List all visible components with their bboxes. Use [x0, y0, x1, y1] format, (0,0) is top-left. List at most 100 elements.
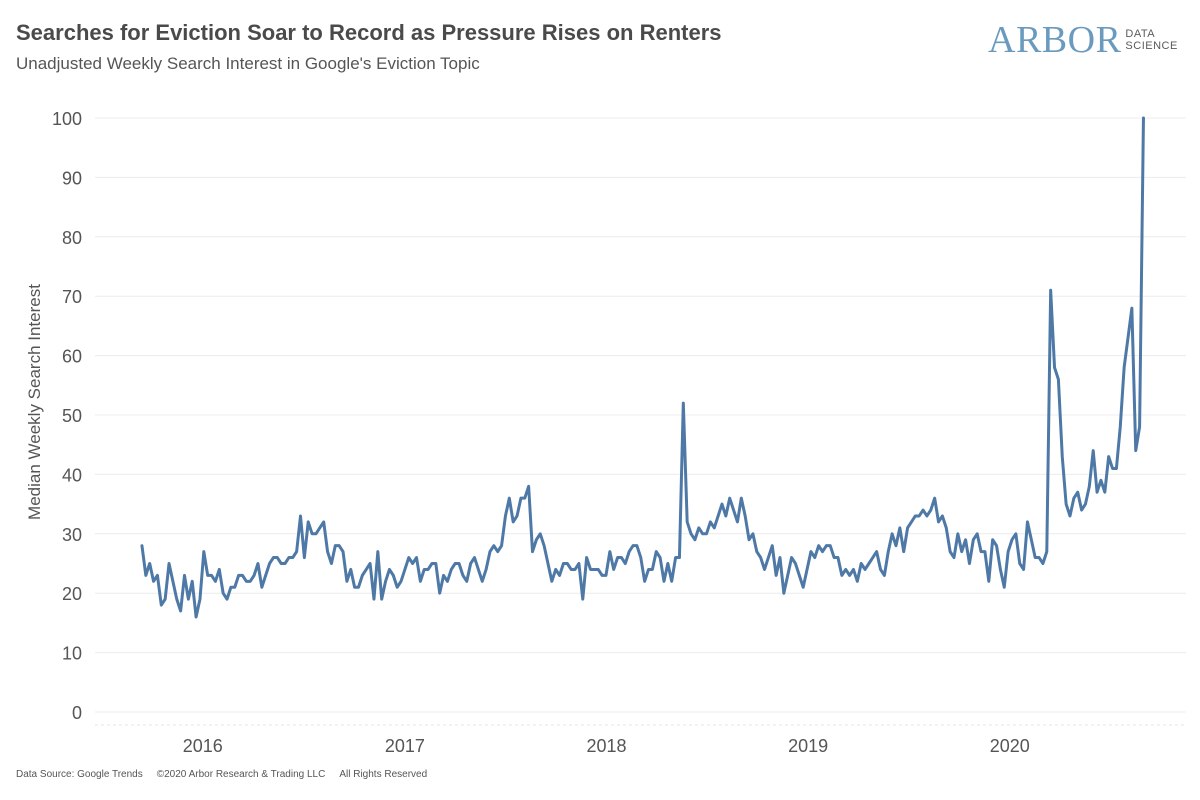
- data-point: [454, 562, 456, 565]
- data-point: [183, 574, 186, 577]
- data-point: [458, 562, 460, 565]
- data-point: [365, 568, 368, 571]
- data-point: [616, 556, 619, 559]
- data-point: [404, 568, 406, 571]
- data-point: [334, 544, 337, 547]
- data-point: [160, 604, 163, 606]
- data-point: [628, 550, 630, 553]
- logo-tagline-line2: SCIENCE: [1125, 40, 1178, 52]
- data-point: [926, 515, 928, 517]
- arbor-logo: ARBOR DATA SCIENCE: [988, 18, 1178, 62]
- data-point: [477, 568, 480, 571]
- data-point: [643, 580, 646, 583]
- data-point: [388, 568, 391, 571]
- data-point: [179, 610, 182, 612]
- data-point: [1080, 509, 1083, 511]
- data-point: [1057, 378, 1060, 381]
- data-point: [1061, 455, 1064, 458]
- data-point: [953, 556, 955, 559]
- data-point: [284, 562, 286, 565]
- data-point: [624, 562, 627, 565]
- data-source-note: Data Source: Google Trends: [16, 769, 143, 780]
- data-point: [496, 550, 499, 553]
- data-point: [187, 598, 190, 600]
- data-point: [690, 533, 692, 535]
- data-point: [438, 592, 441, 594]
- logo-tagline-line1: DATA: [1125, 28, 1156, 40]
- data-point: [871, 556, 874, 559]
- data-point: [218, 568, 221, 571]
- data-point: [798, 574, 801, 577]
- data-point: [485, 568, 487, 571]
- data-point: [632, 544, 634, 547]
- data-point: [465, 580, 468, 583]
- rights-note: All Rights Reserved: [339, 769, 428, 780]
- y-tick-label: 60: [62, 347, 82, 367]
- y-tick-label: 20: [62, 584, 82, 604]
- data-point: [984, 550, 986, 553]
- data-point: [431, 562, 433, 565]
- data-point: [697, 527, 700, 529]
- data-point: [1119, 426, 1122, 428]
- data-point: [995, 544, 998, 547]
- data-point: [411, 562, 414, 565]
- data-point: [856, 580, 859, 583]
- data-point: [601, 574, 603, 577]
- data-point: [1127, 336, 1129, 339]
- data-point: [353, 586, 356, 589]
- x-tick-label: 2020: [990, 736, 1030, 756]
- data-point: [1073, 497, 1075, 499]
- data-point: [949, 550, 951, 553]
- data-point: [527, 485, 530, 488]
- data-point: [709, 521, 712, 523]
- data-point: [493, 544, 495, 547]
- data-point: [423, 568, 426, 571]
- data-point: [554, 568, 557, 571]
- data-point: [1084, 503, 1087, 505]
- y-tick-label: 90: [62, 168, 82, 188]
- data-point: [841, 574, 843, 577]
- data-point: [195, 616, 197, 618]
- data-point: [987, 580, 990, 583]
- data-point: [960, 550, 963, 553]
- data-point: [349, 568, 352, 571]
- data-point: [933, 497, 936, 499]
- data-point: [721, 503, 723, 505]
- data-point: [1065, 503, 1067, 505]
- data-point: [802, 586, 804, 589]
- data-point: [1111, 467, 1114, 470]
- data-point: [1042, 562, 1044, 565]
- data-point: [175, 598, 178, 600]
- data-point: [1015, 533, 1017, 535]
- y-axis: 0 10 20 30 40 50 60 70 80 90 100: [52, 109, 82, 723]
- data-point: [589, 568, 592, 571]
- data-point: [415, 556, 418, 559]
- data-point: [864, 568, 866, 571]
- data-point: [771, 544, 774, 547]
- data-point: [164, 598, 166, 600]
- data-point: [725, 515, 727, 517]
- data-point: [562, 562, 565, 565]
- data-point: [713, 527, 716, 529]
- data-point: [1049, 289, 1052, 292]
- data-point: [156, 574, 159, 577]
- data-point: [241, 574, 244, 577]
- data-point: [740, 497, 743, 499]
- data-point: [361, 574, 364, 577]
- data-point: [1123, 366, 1125, 369]
- data-point: [759, 556, 762, 559]
- data-point: [1007, 550, 1009, 553]
- x-axis: 2016 2017 2018 2019 2020: [183, 736, 1030, 756]
- data-point: [357, 586, 360, 589]
- data-point: [380, 598, 383, 600]
- data-point: [199, 598, 201, 600]
- data-point: [558, 574, 561, 577]
- data-point: [585, 556, 588, 559]
- data-point: [918, 515, 920, 517]
- data-point: [226, 598, 228, 600]
- data-point: [330, 562, 333, 565]
- data-point: [264, 574, 267, 577]
- data-point: [400, 580, 402, 583]
- data-point: [852, 568, 855, 571]
- data-point: [435, 562, 437, 565]
